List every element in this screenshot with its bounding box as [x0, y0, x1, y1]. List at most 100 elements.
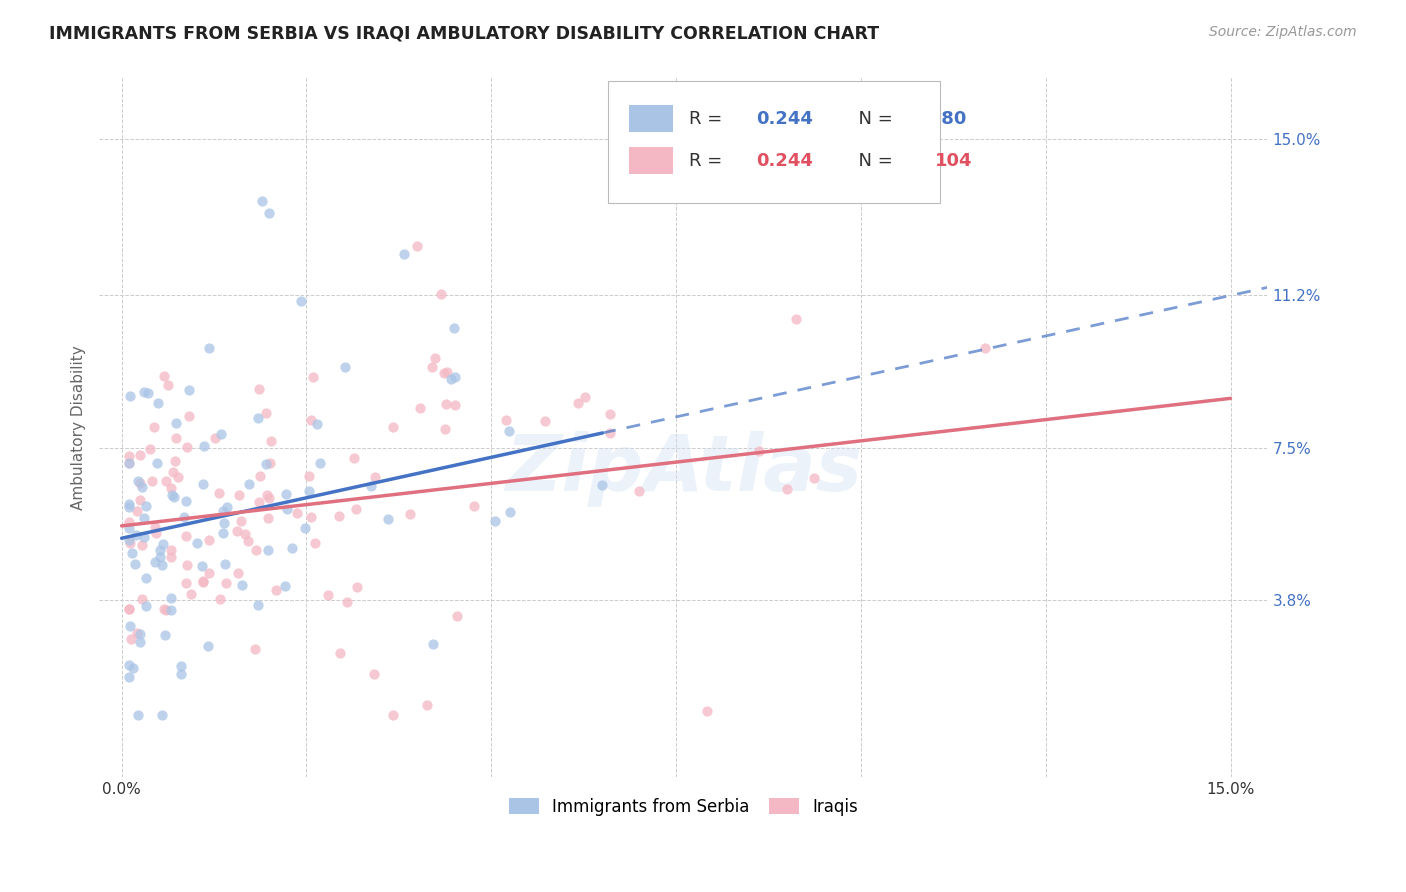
Point [148, 396, 170, 410]
Point [139, 442, 162, 456]
Point [150, 708, 173, 723]
Point [143, 520, 166, 534]
Point [434, 422, 457, 436]
Point [118, 500, 141, 514]
Point [142, 419, 165, 434]
Point [118, 533, 141, 547]
Point [298, 484, 321, 499]
Point [440, 372, 463, 386]
Point [274, 486, 297, 500]
Point [304, 536, 326, 550]
Point [149, 542, 172, 557]
Point [235, 527, 257, 541]
Point [499, 505, 522, 519]
Point [343, 451, 366, 466]
Point [124, 558, 146, 572]
Point [495, 413, 517, 427]
Point [153, 602, 176, 616]
Point [118, 449, 141, 463]
Point [274, 579, 297, 593]
Point [131, 592, 153, 607]
Point [628, 483, 651, 498]
Point [197, 640, 219, 654]
Point [163, 490, 186, 504]
Point [211, 504, 233, 518]
Text: ZipAtlas: ZipAtlas [505, 431, 862, 508]
Point [436, 365, 458, 379]
FancyBboxPatch shape [628, 105, 673, 132]
Point [599, 426, 621, 441]
Point [246, 598, 269, 612]
Point [186, 536, 208, 550]
Point [574, 390, 596, 404]
Point [173, 509, 195, 524]
Point [125, 504, 148, 518]
Point [591, 478, 613, 492]
Point [204, 431, 226, 445]
Point [696, 704, 718, 718]
Point [174, 576, 197, 591]
Point [257, 491, 280, 505]
Point [165, 431, 187, 445]
Point [152, 369, 174, 384]
Point [215, 575, 238, 590]
Point [118, 456, 141, 470]
Point [394, 247, 416, 261]
Point [238, 476, 260, 491]
Point [150, 558, 173, 572]
Point [120, 389, 142, 403]
Point [316, 588, 339, 602]
Text: N =: N = [846, 153, 898, 170]
Point [120, 536, 142, 550]
Point [236, 533, 259, 548]
Point [443, 398, 465, 412]
Point [129, 475, 152, 490]
Point [118, 516, 141, 530]
Point [159, 603, 181, 617]
Point [444, 370, 467, 384]
Text: 104: 104 [935, 153, 972, 170]
Point [245, 543, 267, 558]
Text: 80: 80 [935, 111, 966, 128]
Point [308, 456, 330, 470]
Point [145, 525, 167, 540]
Point [149, 549, 172, 564]
Point [176, 558, 198, 572]
Point [152, 537, 174, 551]
Point [134, 510, 156, 524]
Point [302, 369, 325, 384]
Point [135, 599, 157, 613]
Point [599, 407, 621, 421]
Point [212, 516, 235, 530]
FancyBboxPatch shape [628, 147, 673, 174]
Point [211, 526, 233, 541]
Point [231, 578, 253, 592]
Point [249, 468, 271, 483]
Point [141, 474, 163, 488]
Point [198, 566, 221, 580]
Point [299, 413, 322, 427]
Point [533, 413, 555, 427]
Point [329, 646, 352, 660]
Point [247, 382, 270, 396]
Point [122, 661, 145, 675]
Point [145, 456, 167, 470]
Point [198, 342, 221, 356]
Point [125, 625, 148, 640]
Point [132, 384, 155, 399]
Point [446, 609, 468, 624]
Point [191, 477, 214, 491]
Point [294, 521, 316, 535]
Point [160, 488, 183, 502]
Point [193, 439, 215, 453]
Point [287, 506, 309, 520]
Text: Source: ZipAtlas.com: Source: ZipAtlas.com [1209, 25, 1357, 39]
Point [118, 657, 141, 672]
Point [254, 406, 277, 420]
Point [215, 500, 238, 515]
Text: N =: N = [846, 111, 898, 128]
Point [484, 514, 506, 528]
Point [298, 469, 321, 483]
Point [170, 658, 193, 673]
Point [208, 591, 231, 606]
